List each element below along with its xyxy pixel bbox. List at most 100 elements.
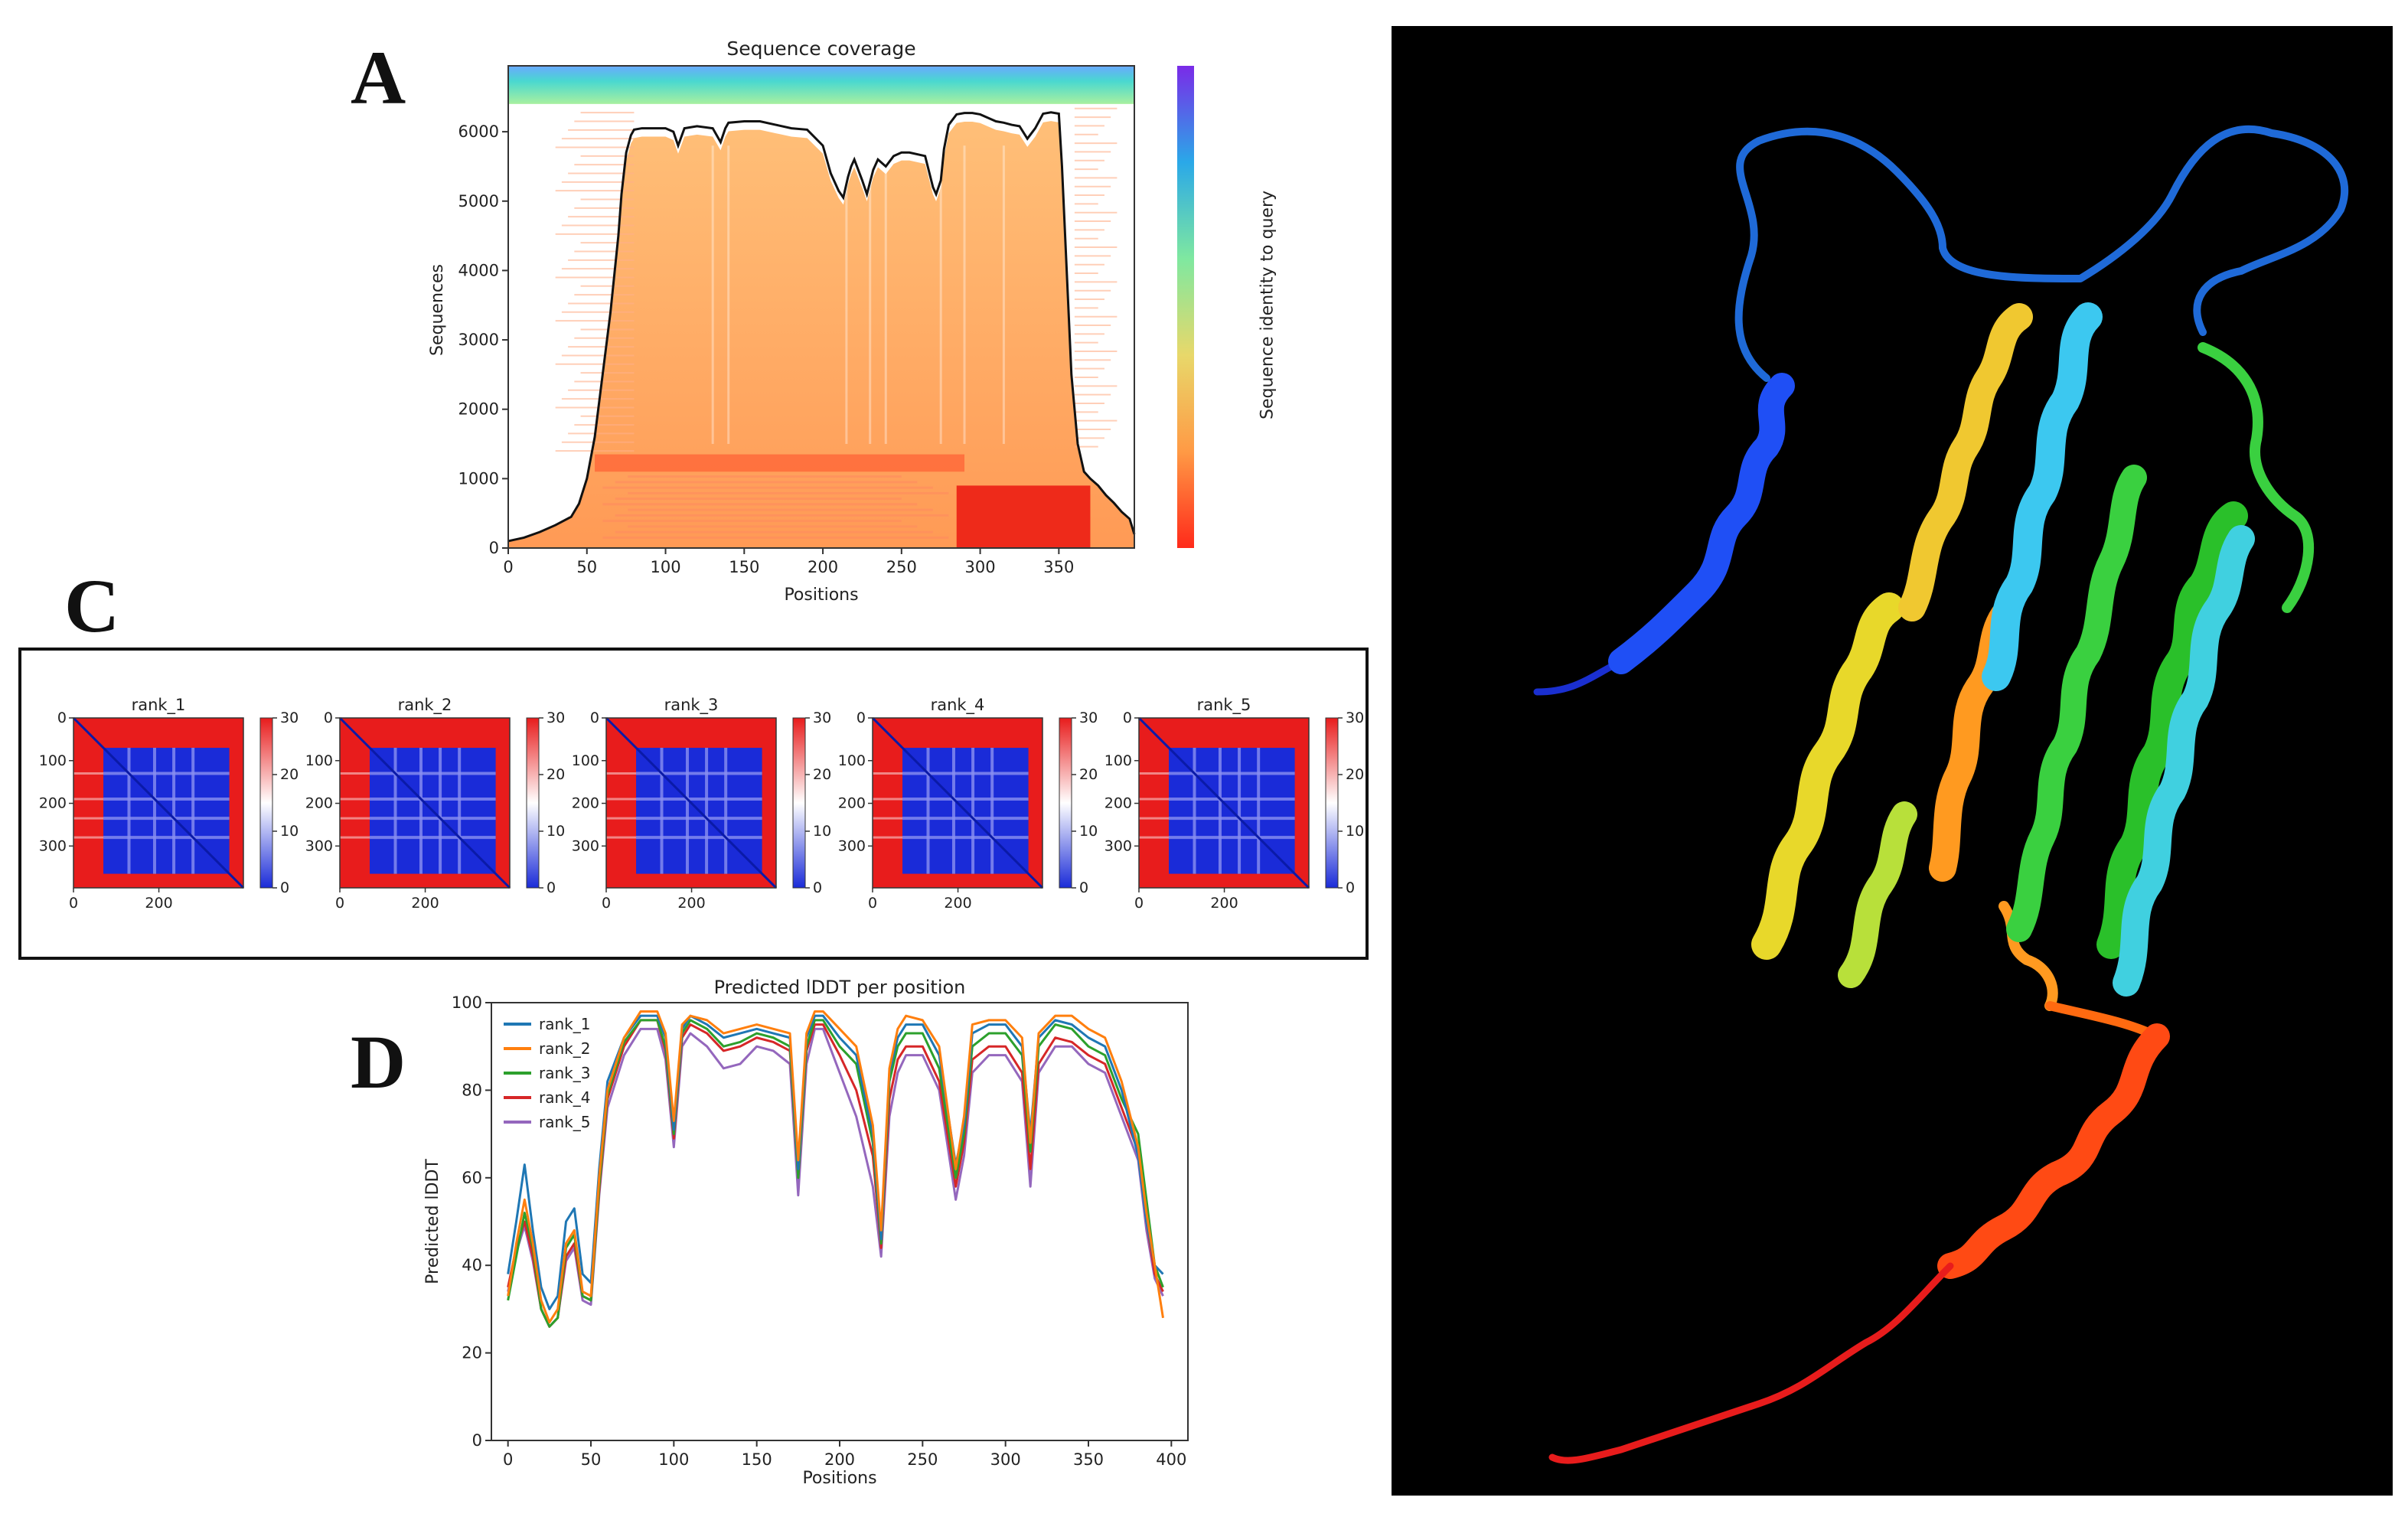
pae-y-tick-label: 0: [57, 710, 67, 726]
coverage-title: Sequence coverage: [726, 38, 915, 60]
pae-y-tick-label: 300: [1104, 837, 1132, 854]
pae-panel-frame: [18, 648, 1369, 960]
top-loop-left: [1734, 125, 2348, 382]
pae-colorbar-tick-label: 0: [813, 879, 822, 896]
coverage-x-tick-label: 250: [886, 558, 917, 576]
pae-colorbar-tick-label: 0: [547, 879, 556, 896]
pae-heatmap-4: rank_4 0 200 0 100 200 300 0 10 20 30: [838, 696, 1098, 912]
pae-colorbar-tick-label: 30: [813, 710, 831, 726]
structure-background: [1392, 26, 2393, 1496]
c-terminal-tail: [1548, 1262, 1954, 1464]
plddt-legend-label: rank_5: [539, 1113, 590, 1131]
pae-diagonal: [871, 716, 1044, 889]
helix-light-blue: [1982, 302, 2103, 691]
coverage-x-tick-label: 300: [965, 558, 996, 576]
pae-y-tick-label: 100: [39, 752, 67, 769]
plddt-x-tick-label: 350: [1073, 1450, 1104, 1469]
plddt-y-tick-label: 100: [452, 993, 482, 1012]
plddt-chart: 0 50 100 150 200 250 300 350 400 0 20 40 60 80 100 ran…: [423, 977, 1189, 1488]
pae-x-tick-label: 0: [335, 895, 344, 912]
plddt-x-tick-label: 200: [824, 1450, 855, 1469]
coverage-y-tick-label: 6000: [458, 122, 499, 141]
pae-diagonal: [605, 716, 778, 889]
pae-colorbar-tick-label: 20: [1079, 766, 1098, 783]
plddt-title: Predicted lDDT per position: [714, 977, 966, 998]
plddt-legend-label: rank_3: [539, 1064, 590, 1082]
pae-y-tick-label: 100: [838, 752, 866, 769]
pae-x-tick-label: 200: [944, 895, 971, 912]
pae-colorbar-tick-label: 30: [1346, 710, 1364, 726]
pae-y-tick-label: 100: [1104, 752, 1132, 769]
pae-x-tick-label: 200: [411, 895, 439, 912]
pae-colorbar-tick-label: 0: [280, 879, 289, 896]
pae-colorbar-tick-label: 10: [280, 823, 299, 840]
pae-y-tick-label: 100: [572, 752, 599, 769]
coverage-line: [507, 111, 1136, 543]
pae-colorbar: [1325, 717, 1339, 889]
pae-heatmap-title: rank_5: [1197, 696, 1251, 715]
coverage-x-tick-label: 200: [808, 558, 838, 576]
pae-y-tick-label: 200: [838, 795, 866, 812]
plddt-legend-label: rank_4: [539, 1088, 590, 1107]
helix-yellow: [1751, 592, 1904, 960]
plddt-x-tick-label: 150: [742, 1450, 772, 1469]
pae-x-tick-label: 0: [868, 895, 877, 912]
pae-colorbar-tick-label: 30: [1079, 710, 1098, 726]
coverage-y-tick-label: 1000: [458, 469, 499, 488]
coverage-red-block: [956, 485, 1091, 548]
pae-colorbar-tick-label: 0: [1346, 879, 1355, 896]
coverage-y-label: Sequences: [428, 264, 447, 356]
sequence-coverage-chart: 0 50 100 150 200 250 300 350 0 1000 2000 3000 4000 50…: [428, 38, 1194, 605]
pae-colorbar-tick-label: 20: [280, 766, 299, 783]
panel-letter-d: D: [351, 1019, 406, 1104]
pae-colorbar: [1059, 717, 1072, 889]
pae-heatmap-5: rank_5 0 200 0 100 200 300 0 10 20 30: [1104, 696, 1364, 912]
plddt-legend-label: rank_1: [539, 1015, 590, 1033]
plddt-x-tick-label: 50: [581, 1450, 602, 1469]
plddt-y-tick-label: 20: [462, 1344, 482, 1362]
pae-diagonal: [1137, 716, 1310, 889]
coverage-low-identity-band: [595, 454, 965, 472]
pae-colorbar-tick-label: 10: [1346, 823, 1364, 840]
pae-x-tick-label: 200: [145, 895, 172, 912]
plddt-x-label: Positions: [802, 1469, 876, 1488]
pae-colorbar: [526, 717, 540, 889]
pae-y-tick-label: 300: [39, 837, 67, 854]
pae-y-tick-label: 200: [572, 795, 599, 812]
pae-x-tick-label: 0: [1134, 895, 1144, 912]
coverage-colorbar: [1177, 66, 1194, 548]
coverage-x-tick-label: 100: [650, 558, 680, 576]
loop-green: [2198, 342, 2315, 613]
plddt-line-rank-2: [507, 1010, 1164, 1324]
coverage-orange-region: [508, 121, 1134, 548]
pae-heatmap-title: rank_1: [132, 696, 186, 715]
pae-diagonal: [338, 716, 511, 889]
helix-green: [2096, 501, 2248, 959]
pae-colorbar-tick-label: 30: [280, 710, 299, 726]
pae-y-tick-label: 0: [324, 710, 333, 726]
protein-structure-view: [1392, 26, 2393, 1496]
pae-x-tick-label: 200: [1210, 895, 1238, 912]
helix-yellow-green: [1838, 801, 1917, 988]
pae-heatmap-3: rank_3 0 200 0 100 200 300 0 10 20 30: [572, 696, 831, 912]
coverage-y-tick-label: 0: [489, 539, 499, 557]
coverage-x-label: Positions: [784, 586, 858, 605]
pae-colorbar: [792, 717, 806, 889]
pae-diagonal: [72, 716, 245, 889]
pae-colorbar-tick-label: 30: [547, 710, 565, 726]
helix-blue: [1608, 373, 1795, 674]
plddt-y-tick-label: 0: [472, 1431, 482, 1450]
pae-x-tick-label: 0: [602, 895, 611, 912]
plddt-y-label: Predicted lDDT: [423, 1159, 442, 1284]
pae-y-tick-label: 300: [305, 837, 333, 854]
pae-colorbar-tick-label: 10: [1079, 823, 1098, 840]
plddt-legend-label: rank_2: [539, 1039, 590, 1058]
pae-heatmap-2: rank_2 0 200 0 100 200 300 0 10 20 30: [305, 696, 565, 912]
pae-heatmap-title: rank_4: [931, 696, 985, 715]
pae-y-tick-label: 0: [857, 710, 866, 726]
coverage-y-tick-label: 5000: [458, 192, 499, 210]
coverage-axes-frame: [507, 65, 1135, 549]
pae-colorbar-tick-label: 10: [547, 823, 565, 840]
helix-orange-red: [1937, 1023, 2170, 1279]
